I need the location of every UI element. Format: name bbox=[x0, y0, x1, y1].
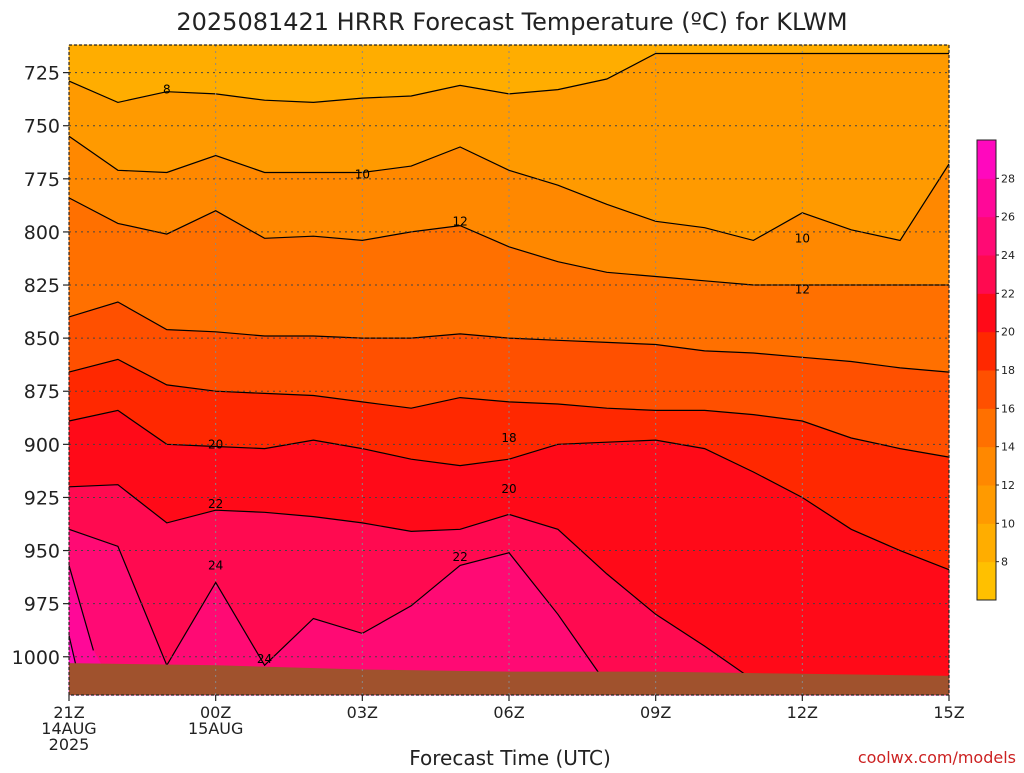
colorbar-swatch-18 bbox=[977, 331, 996, 371]
colorbar-swatch-6 bbox=[977, 561, 996, 601]
x-tick-label: 03Z bbox=[347, 703, 378, 722]
grid-layer bbox=[69, 45, 949, 695]
x-tick-label: 21Z bbox=[53, 703, 84, 722]
contour-label: 22 bbox=[208, 497, 223, 511]
contour-label-layer: 8 10 10 12 12 18 20 20 22 22 24 24 bbox=[163, 83, 810, 666]
watermark: coolwx.com/models bbox=[858, 748, 1016, 767]
y-tick-label: 750 bbox=[24, 116, 60, 138]
colorbar-tick-label: 22 bbox=[1001, 287, 1015, 300]
colorbar-swatch-10 bbox=[977, 485, 996, 524]
y-tick-label: 850 bbox=[24, 328, 60, 350]
y-tick-label: 925 bbox=[24, 487, 60, 509]
y-tick-label: 1000 bbox=[12, 647, 60, 669]
x-tick-label: 15AUG bbox=[188, 719, 243, 738]
colorbar-swatch-12 bbox=[977, 446, 996, 486]
colorbar-tick-label: 12 bbox=[1001, 479, 1015, 492]
colorbar-tick-label: 24 bbox=[1001, 249, 1015, 262]
contour-label: 20 bbox=[501, 482, 516, 496]
colorbar-tick-label: 28 bbox=[1001, 172, 1015, 185]
colorbar-swatch-22 bbox=[977, 255, 996, 294]
y-tick-label: 875 bbox=[24, 381, 60, 403]
colorbar-swatch-26 bbox=[977, 178, 996, 218]
ground-layer bbox=[69, 663, 949, 695]
contour-label: 12 bbox=[795, 282, 810, 296]
x-tick-label: 06Z bbox=[493, 703, 524, 722]
contour-line-26 bbox=[68, 565, 94, 651]
chart-title: 2025081421 HRRR Forecast Temperature (ºC… bbox=[176, 8, 847, 36]
x-tick-label: 2025 bbox=[49, 735, 90, 754]
colorbar-tick-label: 26 bbox=[1001, 211, 1015, 224]
colorbar: 8 10 12 14 16 18 20 22 24 26 28 bbox=[976, 139, 1015, 601]
y-tick-label: 725 bbox=[24, 63, 60, 85]
contour-label: 22 bbox=[452, 550, 467, 564]
contour-line-18 bbox=[68, 358, 950, 458]
y-tick-label: 900 bbox=[24, 434, 60, 456]
colorbar-tick-label: 14 bbox=[1001, 441, 1015, 454]
contour-line-24 bbox=[68, 528, 608, 685]
contour-label: 24 bbox=[208, 558, 223, 572]
y-tick-label: 825 bbox=[24, 275, 60, 297]
ground-shape bbox=[69, 663, 949, 695]
y-tick-label: 950 bbox=[24, 541, 60, 563]
contour-label: 8 bbox=[163, 83, 171, 97]
colorbar-swatch-8 bbox=[977, 523, 996, 563]
contour-label: 18 bbox=[501, 431, 516, 445]
contour-line-12 bbox=[68, 135, 950, 242]
colorbar-swatch-14 bbox=[977, 408, 996, 448]
contour-label: 12 bbox=[452, 214, 467, 228]
contour-label: 20 bbox=[208, 437, 223, 451]
x-axis-label: Forecast Time (UTC) bbox=[409, 746, 611, 768]
colorbar-swatch-16 bbox=[977, 370, 996, 409]
colorbar-swatch-24 bbox=[977, 216, 996, 256]
y-tick-label: 775 bbox=[24, 169, 60, 191]
colorbar-swatch-20 bbox=[977, 293, 996, 333]
colorbar-tick-label: 10 bbox=[1001, 517, 1015, 530]
y-tick-label: 800 bbox=[24, 222, 60, 244]
colorbar-tick-label: 16 bbox=[1001, 402, 1015, 415]
contour-label: 10 bbox=[355, 168, 370, 182]
x-tick-label: 14AUG bbox=[41, 719, 96, 738]
contour-label: 24 bbox=[257, 652, 272, 666]
x-tick-label: 00Z bbox=[200, 703, 231, 722]
temperature-fill-layer bbox=[68, 44, 950, 696]
axes-layer: 725 750 775 800 825 850 875 900 925 950 975 1000 21Z… bbox=[12, 63, 965, 754]
contour-line-22 bbox=[68, 484, 803, 694]
colorbar-tick-label: 20 bbox=[1001, 326, 1015, 339]
colorbar-tick-label: 8 bbox=[1001, 556, 1008, 569]
colorbar-swatch-28 bbox=[977, 140, 996, 179]
contour-label: 10 bbox=[795, 231, 810, 245]
colorbar-tick-label: 18 bbox=[1001, 364, 1015, 377]
x-tick-label: 15Z bbox=[933, 703, 964, 722]
x-tick-label: 12Z bbox=[787, 703, 818, 722]
y-tick-label: 975 bbox=[24, 594, 60, 616]
x-tick-label: 09Z bbox=[640, 703, 671, 722]
